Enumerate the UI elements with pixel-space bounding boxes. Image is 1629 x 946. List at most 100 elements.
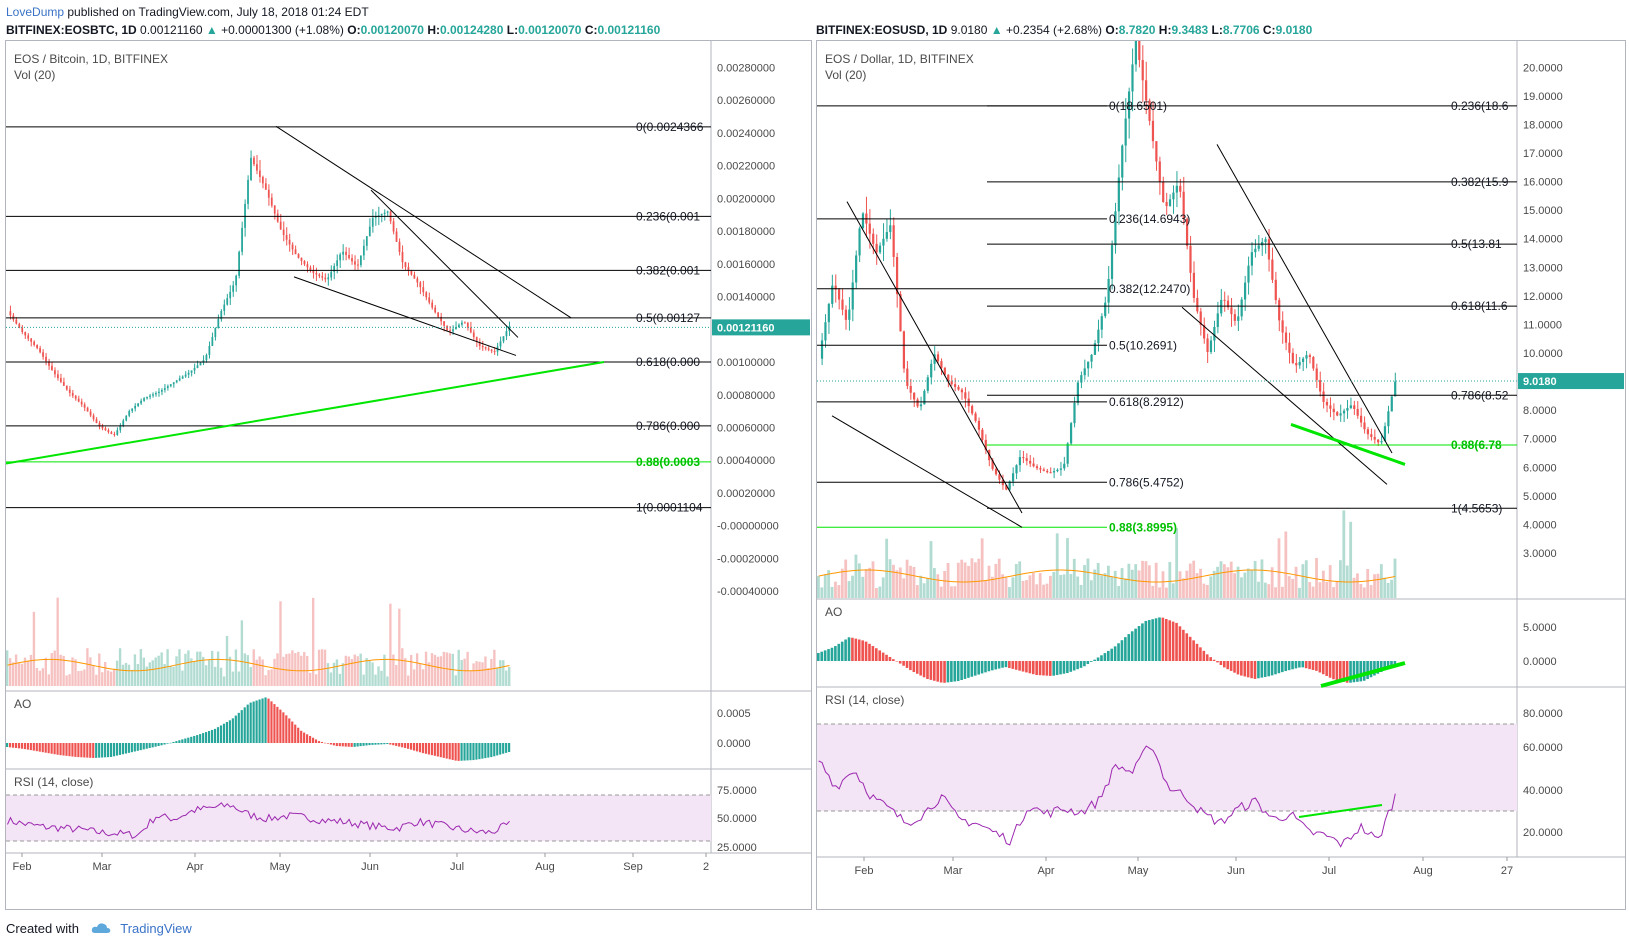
trendline bbox=[1290, 423, 1406, 466]
eosbtc-open-label: O: bbox=[347, 23, 361, 37]
volume-bar bbox=[291, 650, 294, 686]
tradingview-link[interactable]: TradingView bbox=[120, 921, 192, 936]
time-tick-label: Feb bbox=[855, 865, 874, 877]
ao-bar bbox=[1171, 621, 1175, 661]
ao-bar bbox=[294, 724, 297, 743]
candle-body bbox=[1162, 181, 1165, 203]
candle-body bbox=[1353, 405, 1356, 409]
candle-body bbox=[181, 376, 184, 379]
volume-bar bbox=[505, 670, 508, 686]
eosusd-symbol: BITFINEX:EOSUSD, 1D bbox=[816, 23, 948, 37]
candle-body bbox=[1233, 314, 1236, 321]
ao-bar bbox=[1035, 661, 1038, 676]
ao-bar bbox=[264, 697, 267, 743]
volume-bar bbox=[1059, 574, 1063, 598]
candle-body bbox=[499, 341, 502, 347]
candle-body bbox=[128, 411, 131, 416]
volume-bar bbox=[133, 654, 137, 686]
candle-body bbox=[895, 256, 899, 295]
volume-bar bbox=[8, 658, 12, 686]
ao-bar bbox=[1359, 661, 1363, 682]
eosbtc-chart-panel[interactable]: 0.00280000 0.00260000 0.00240000 0.00220000… bbox=[5, 40, 812, 910]
candle-body bbox=[936, 354, 940, 362]
candle-body bbox=[1049, 472, 1052, 474]
volume-bar bbox=[1376, 573, 1380, 598]
candle-body bbox=[223, 304, 226, 311]
ao-bar bbox=[1113, 646, 1117, 661]
ao-bar bbox=[193, 735, 196, 743]
candle-body bbox=[169, 384, 172, 387]
candle-body bbox=[940, 361, 943, 368]
volume-bar bbox=[178, 649, 181, 686]
eosbtc-chart-svg[interactable]: 0.00280000 0.00260000 0.00240000 0.00220000… bbox=[6, 41, 811, 909]
price-tick-label: 8.0000 bbox=[1523, 405, 1557, 417]
candle-body bbox=[351, 258, 353, 262]
ao-bar bbox=[1011, 661, 1015, 669]
candle-body bbox=[110, 432, 113, 435]
candle-body bbox=[1179, 185, 1182, 192]
candle-body bbox=[160, 389, 163, 392]
ao-bar bbox=[404, 743, 407, 748]
volume-bar bbox=[1096, 563, 1100, 598]
candle-body bbox=[419, 282, 422, 288]
ao-bar bbox=[1069, 661, 1073, 672]
volume-bar bbox=[1349, 521, 1353, 598]
volume-bar bbox=[1086, 558, 1090, 598]
volume-bar bbox=[383, 654, 386, 686]
eosusd-chart-panel[interactable]: 20.0000 19.0000 18.0000 17.0000 16.0000 15.00… bbox=[816, 40, 1626, 910]
ao-bar bbox=[466, 743, 469, 761]
candle-body bbox=[1319, 380, 1322, 392]
ao-bar bbox=[32, 743, 35, 751]
volume-bar bbox=[433, 654, 437, 686]
rsi-tick-label: 20.0000 bbox=[1523, 827, 1563, 839]
volume-bar bbox=[881, 577, 885, 598]
volume-bar bbox=[1038, 573, 1042, 598]
eosusd-chart-svg[interactable]: 20.0000 19.0000 18.0000 17.0000 16.0000 15.00… bbox=[817, 41, 1625, 909]
ao-bar bbox=[1083, 661, 1086, 667]
eosusd-close: 9.0180 bbox=[1275, 23, 1313, 37]
volume-bar bbox=[196, 651, 199, 686]
price-tick-label: 0.00140000 bbox=[717, 292, 775, 304]
ao-bar bbox=[1161, 617, 1165, 661]
volume-bar bbox=[210, 650, 214, 686]
candle-body bbox=[964, 392, 967, 399]
candle-body bbox=[336, 260, 339, 267]
ao-bar bbox=[840, 641, 844, 661]
candle-body bbox=[134, 405, 137, 409]
candle-body bbox=[1168, 199, 1172, 207]
price-tick-label: 0.00020000 bbox=[717, 488, 775, 500]
volume-bar bbox=[857, 563, 861, 598]
volume-bar bbox=[1301, 564, 1305, 598]
candle-body bbox=[155, 393, 157, 395]
ao-bar bbox=[68, 743, 71, 757]
candle-body bbox=[36, 344, 38, 349]
candle-body bbox=[461, 322, 463, 325]
ao-bar bbox=[1042, 661, 1045, 676]
volume-bar bbox=[1212, 570, 1216, 598]
ao-bar bbox=[493, 743, 496, 757]
candle-body bbox=[1295, 362, 1298, 366]
candle-body bbox=[1301, 358, 1305, 362]
ao-bar bbox=[261, 698, 264, 743]
ao-bar bbox=[946, 661, 950, 683]
author-link[interactable]: LoveDump bbox=[6, 5, 65, 19]
candle-body bbox=[1226, 300, 1230, 308]
volume-bar bbox=[1165, 587, 1168, 598]
ao-bar bbox=[389, 743, 392, 745]
candle-body bbox=[1394, 381, 1397, 397]
volume-bar bbox=[1151, 585, 1155, 598]
ao-bar bbox=[151, 743, 154, 748]
candle-body bbox=[1213, 326, 1216, 341]
volume-bar bbox=[314, 674, 318, 686]
ao-bar bbox=[1100, 655, 1103, 661]
volume-bar bbox=[1001, 574, 1005, 598]
candle-body bbox=[899, 294, 902, 332]
candle-body bbox=[1264, 239, 1267, 243]
ao-bar bbox=[1229, 661, 1233, 671]
candle-body bbox=[861, 213, 865, 229]
volume-bar bbox=[47, 674, 50, 686]
ao-bar bbox=[323, 742, 327, 744]
candle-body bbox=[1182, 191, 1185, 219]
candle-body bbox=[15, 319, 18, 324]
ao-bar bbox=[1369, 661, 1373, 678]
